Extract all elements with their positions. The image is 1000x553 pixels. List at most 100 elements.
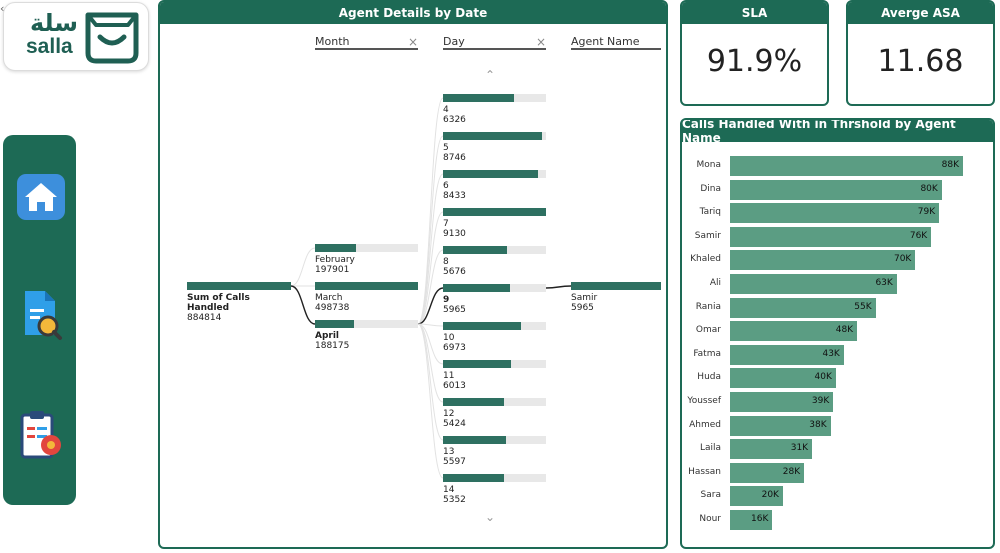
node-bar-track [571, 282, 661, 290]
bar-value-label: 70K [893, 254, 912, 265]
bar[interactable]: 40K [730, 368, 836, 389]
node-bar-track [443, 436, 546, 444]
chevron-down-icon[interactable]: ⌄ [485, 510, 496, 524]
column-header-label: Month [315, 35, 350, 48]
bar[interactable]: 48K [730, 321, 858, 342]
bar-category-label: Mona [696, 160, 722, 170]
bar-value-label: 43K [822, 348, 840, 359]
bar-row: Nour 16K [682, 510, 993, 530]
tree-day-node[interactable]: 4 6326 [443, 94, 546, 125]
bar-value-label: 16K [751, 514, 769, 524]
agent-details-title: Agent Details by Date [160, 2, 666, 24]
node-bar-fill [443, 170, 538, 178]
tree-day-node[interactable]: 12 5424 [443, 398, 546, 429]
bar-category-label: Rania [695, 301, 721, 312]
bar[interactable]: 38K [730, 415, 831, 436]
bar-row: Laila 31K [682, 439, 993, 460]
bar-value-label: 88K [941, 160, 959, 170]
node-bar-track [443, 474, 546, 482]
node-label: 11 [443, 371, 455, 381]
node-value: 5965 [443, 305, 466, 315]
node-bar-fill [443, 284, 510, 292]
bar-row: Rania 55K [682, 297, 993, 318]
node-bar-fill [443, 132, 542, 140]
bar[interactable]: 16K [730, 510, 773, 530]
tree-day-node[interactable]: 6 8433 [443, 170, 546, 201]
tree-day-node[interactable]: 9 5965 [443, 284, 546, 315]
tree-link [417, 249, 444, 325]
node-value: 5424 [443, 419, 466, 429]
tree-month-node[interactable]: February 197901 [315, 244, 418, 275]
close-icon[interactable]: × [535, 35, 546, 49]
bar-row: Samir 76K [682, 226, 993, 247]
bar[interactable]: 88K [730, 156, 963, 176]
sla-title: SLA [682, 2, 827, 24]
chevron-up-icon[interactable]: ⌃ [485, 68, 496, 82]
bar[interactable]: 31K [730, 439, 813, 460]
node-bar-track [315, 244, 418, 252]
column-header-month[interactable]: Month × [315, 35, 418, 50]
bar-category-label: Ali [709, 278, 721, 288]
node-label: 8 [443, 257, 449, 267]
bar-category-label: Samir [694, 230, 721, 241]
bar-value-label: 76K [909, 230, 928, 241]
bar-value-label: 40K [814, 372, 832, 383]
tree-day-node[interactable]: 10 6973 [443, 322, 546, 353]
tree-link [417, 287, 444, 325]
bar[interactable]: 20K [730, 486, 783, 507]
bar-value-label: 48K [835, 325, 854, 336]
bar[interactable]: 70K [730, 250, 916, 271]
bar[interactable]: 28K [730, 462, 805, 483]
bar-value-label: 63K [875, 278, 893, 288]
avg-asa-card: Averge ASA 11.68 [846, 0, 995, 106]
tree-day-node[interactable]: 8 5676 [443, 246, 546, 277]
node-label: 12 [443, 409, 455, 419]
tree-link [417, 323, 444, 479]
node-bar-track [315, 320, 418, 328]
chevron-left-icon[interactable]: ‹ [0, 2, 5, 15]
tree-day-node[interactable]: 14 5352 [443, 474, 546, 505]
bar[interactable]: 39K [730, 392, 834, 412]
bar[interactable]: 76K [730, 226, 932, 247]
bar-row: Fatma 43K [682, 344, 993, 365]
bar-category-label: Ahmed [689, 419, 721, 430]
bar-row: Tariq 79K [682, 203, 993, 224]
column-header-agent-name[interactable]: Agent Name [571, 35, 661, 50]
tree-day-node[interactable]: 5 8746 [443, 132, 546, 163]
bar[interactable]: 43K [730, 344, 844, 365]
tree-month-node[interactable]: April 188175 [315, 320, 418, 351]
node-label: Samir [571, 293, 598, 303]
node-bar-track [443, 322, 546, 330]
close-icon[interactable]: × [407, 35, 418, 49]
bar[interactable]: 55K [730, 297, 876, 318]
node-value: 5597 [443, 457, 466, 467]
node-label: 14 [443, 485, 455, 495]
bar-row: Sara 20K [682, 486, 993, 507]
node-bar-track [443, 398, 546, 406]
column-header-day[interactable]: Day × [443, 35, 546, 50]
bar-value-label: 79K [917, 207, 936, 218]
node-bar-fill [443, 208, 546, 216]
tree-agent-node[interactable]: Samir 5965 [571, 282, 661, 313]
bar[interactable]: 63K [730, 274, 897, 294]
clipboard-gear-icon [20, 411, 61, 459]
node-value: 5676 [443, 267, 466, 277]
tree-day-node[interactable]: 13 5597 [443, 436, 546, 467]
bar-category-label: Omar [695, 325, 721, 336]
tree-day-node[interactable]: 11 6013 [443, 360, 546, 391]
tree-link [417, 323, 444, 403]
node-bar-track [443, 246, 546, 254]
tree-month-node[interactable]: March 498738 [315, 282, 418, 313]
report-search-button[interactable] [13, 287, 69, 343]
tree-root-node[interactable]: Sum of Calls Handled 884814 [187, 282, 291, 323]
home-button[interactable] [13, 169, 69, 225]
bar-value-label: 28K [782, 466, 801, 477]
node-value: 498738 [315, 303, 350, 313]
tree-day-node[interactable]: 7 9130 [443, 208, 546, 239]
bar[interactable]: 79K [730, 203, 940, 224]
bar-category-label: Dina [700, 183, 721, 194]
settings-report-button[interactable] [13, 407, 69, 463]
tree-link [417, 323, 444, 441]
bar[interactable]: 80K [730, 179, 942, 200]
bar-category-label: Fatma [693, 348, 721, 359]
